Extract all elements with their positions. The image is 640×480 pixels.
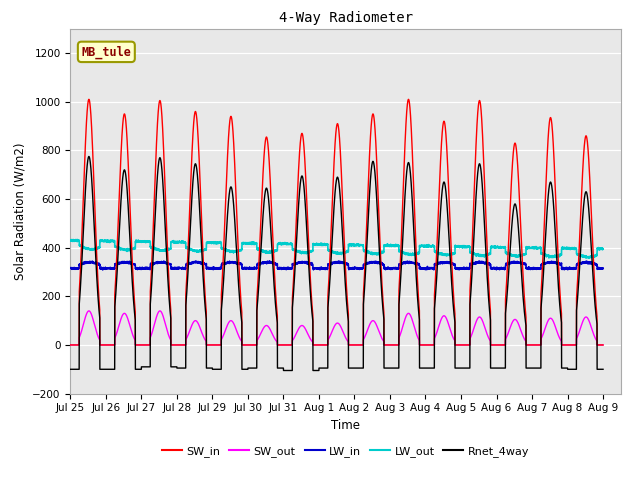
Title: 4-Way Radiometer: 4-Way Radiometer — [278, 11, 413, 25]
Y-axis label: Solar Radiation (W/m2): Solar Radiation (W/m2) — [13, 143, 27, 280]
Text: MB_tule: MB_tule — [81, 45, 131, 59]
Legend: SW_in, SW_out, LW_in, LW_out, Rnet_4way: SW_in, SW_out, LW_in, LW_out, Rnet_4way — [157, 441, 534, 461]
X-axis label: Time: Time — [331, 419, 360, 432]
